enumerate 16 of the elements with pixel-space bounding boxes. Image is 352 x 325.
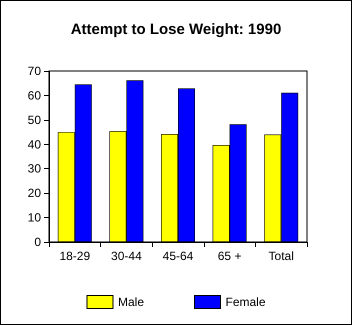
x-tick-label: 30-44 [111, 249, 142, 263]
y-tick-label: 40 [28, 137, 42, 152]
y-tick-label: 0 [34, 235, 42, 249]
y-tick-label: 70 [28, 64, 42, 78]
y-tick-label: 20 [28, 186, 42, 200]
x-tick-label: 45-64 [162, 249, 194, 263]
y-tick-label: 30 [28, 162, 42, 176]
y-tick-label: 10 [28, 210, 42, 225]
x-tick-label: Total [268, 249, 294, 263]
chart-title: Attempt to Lose Weight: 1990 [70, 21, 282, 38]
legend-label: Male [118, 295, 144, 309]
y-tick-label: 60 [28, 88, 42, 102]
x-tick-label: 18-29 [59, 249, 90, 263]
x-tick-label: 65 + [218, 249, 242, 263]
y-tick-label: 50 [28, 112, 42, 127]
legend-label: Female [226, 295, 266, 309]
